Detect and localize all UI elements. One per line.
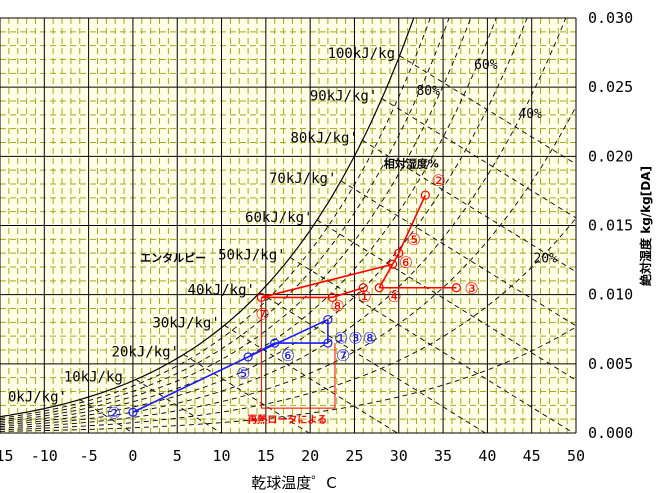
point-label: ⑤ bbox=[236, 364, 250, 383]
x-tick-label: 25 bbox=[345, 447, 363, 465]
curves bbox=[0, 18, 576, 433]
x-tick-label: 45 bbox=[523, 447, 541, 465]
enthalpy-line bbox=[362, 139, 576, 273]
y-tick-label: 0.005 bbox=[588, 355, 633, 373]
x-tick-label: 0 bbox=[128, 447, 137, 465]
y-tick-label: 0.000 bbox=[588, 424, 633, 442]
x-axis-title: 乾球温度゜C bbox=[251, 474, 336, 492]
series-segment bbox=[261, 263, 393, 299]
x-tick-label: 40 bbox=[478, 447, 496, 465]
series-point bbox=[243, 352, 253, 362]
reheat-note: 再熱ロータによる bbox=[247, 413, 327, 426]
y-tick-label: 0.010 bbox=[588, 286, 633, 304]
x-tick-label: 35 bbox=[434, 447, 452, 465]
point-label: ① bbox=[357, 287, 371, 306]
rh-curve bbox=[0, 217, 576, 431]
rh-curve bbox=[0, 18, 497, 424]
point-label: ② bbox=[107, 403, 121, 422]
point-label: ⑥ bbox=[281, 346, 295, 365]
point-label: ⑥ bbox=[399, 253, 413, 272]
enthalpy-label: 100kJ/kg bbox=[328, 46, 395, 62]
rh-curve bbox=[0, 18, 567, 427]
point-label: ③ bbox=[464, 279, 478, 298]
enthalpy-label: 0kJ/kg' bbox=[8, 390, 67, 406]
enthalpy-label: 50kJ/kg' bbox=[218, 247, 285, 263]
series-segment bbox=[398, 194, 427, 254]
x-tick-label: 50 bbox=[567, 447, 585, 465]
series-point bbox=[420, 190, 430, 200]
rh-label: 20% bbox=[533, 251, 557, 266]
series-point bbox=[327, 292, 337, 303]
tick-labels: -15 -10 -5 0 5 10 15 20 25 30 35 40 45 500.000 0.005 0.… bbox=[0, 9, 653, 492]
series-0: ② ⑤ ⑥ ④① ③ ⑦ ⑧ bbox=[255, 171, 478, 323]
point-label: ⑦ bbox=[255, 304, 269, 323]
x-tick-label: 30 bbox=[390, 447, 408, 465]
enthalpy-label: 40kJ/kg' bbox=[188, 283, 255, 299]
x-tick-label: -10 bbox=[31, 447, 58, 465]
x-tick-label: -15 bbox=[0, 447, 14, 465]
y-tick-label: 0.025 bbox=[588, 78, 633, 96]
point-label: ①③⑧ bbox=[334, 329, 377, 348]
enthalpy-line bbox=[79, 399, 134, 433]
series-point bbox=[387, 259, 398, 269]
y-tick-label: 0.030 bbox=[588, 9, 633, 27]
enthalpy-label: 90kJ/kg' bbox=[310, 89, 377, 105]
point-label: ② bbox=[431, 171, 445, 190]
series-point bbox=[358, 283, 368, 293]
enthalpy-line bbox=[183, 354, 310, 433]
enthalpy-line bbox=[316, 219, 576, 381]
point-label: ④ bbox=[387, 287, 401, 306]
series-segment bbox=[332, 286, 364, 299]
rh-label: 40% bbox=[518, 107, 542, 122]
enthalpy-label: 80kJ/kg' bbox=[290, 130, 357, 146]
enthalpy-line bbox=[289, 257, 574, 433]
series-point bbox=[451, 283, 461, 293]
series-point bbox=[323, 338, 333, 348]
enthalpy-line bbox=[399, 55, 576, 165]
y-tick-label: 0.020 bbox=[588, 147, 633, 165]
series-point bbox=[128, 407, 138, 417]
rh-title: 相対湿度% bbox=[384, 156, 439, 170]
enthalpy-label: 30kJ/kg' bbox=[152, 315, 219, 331]
series-point bbox=[394, 248, 404, 258]
rh-curve bbox=[0, 326, 576, 432]
x-tick-label: 10 bbox=[213, 447, 231, 465]
reheat-bracket bbox=[260, 297, 336, 409]
enthalpy-label: 70kJ/kg' bbox=[269, 171, 336, 187]
y-tick-label: 0.015 bbox=[588, 217, 633, 235]
enthalpy-line bbox=[224, 324, 398, 433]
saturation-curve bbox=[0, 18, 415, 418]
x-tick-label: -5 bbox=[80, 447, 98, 465]
series-segment bbox=[132, 356, 249, 413]
rh-curve bbox=[0, 18, 528, 426]
enthalpy-label: 20kJ/kg' bbox=[112, 345, 179, 361]
enthalpy-label: 60kJ/kg' bbox=[245, 210, 312, 226]
point-label: ⑧ bbox=[330, 296, 344, 315]
labels: 0kJ/kg' 10kJ/kg 20kJ/kg' 30kJ/kg' 40kJ/kg' 50… bbox=[8, 46, 557, 406]
x-tick-label: 5 bbox=[173, 447, 182, 465]
enthalpy-line bbox=[135, 379, 222, 433]
series-segment bbox=[391, 252, 400, 265]
rh-label: 60% bbox=[474, 58, 498, 73]
x-tick-label: 15 bbox=[257, 447, 275, 465]
rh-label: 80% bbox=[416, 84, 440, 99]
y-axis-title: 絶対湿度 kg/kg[DA] bbox=[638, 166, 653, 286]
enthalpy-label: 10kJ/kg bbox=[64, 370, 123, 386]
grid-lines bbox=[0, 17, 577, 434]
series-point bbox=[374, 283, 384, 293]
series-point bbox=[323, 314, 333, 325]
series-point bbox=[270, 338, 280, 348]
rh-curve bbox=[0, 106, 576, 429]
point-label: ⑦ bbox=[336, 346, 350, 365]
point-label: ⑤ bbox=[407, 230, 421, 249]
rh-curve bbox=[0, 18, 431, 419]
enthalpy-title: エンタルピー bbox=[140, 251, 206, 264]
x-tick-label: 20 bbox=[301, 447, 319, 465]
